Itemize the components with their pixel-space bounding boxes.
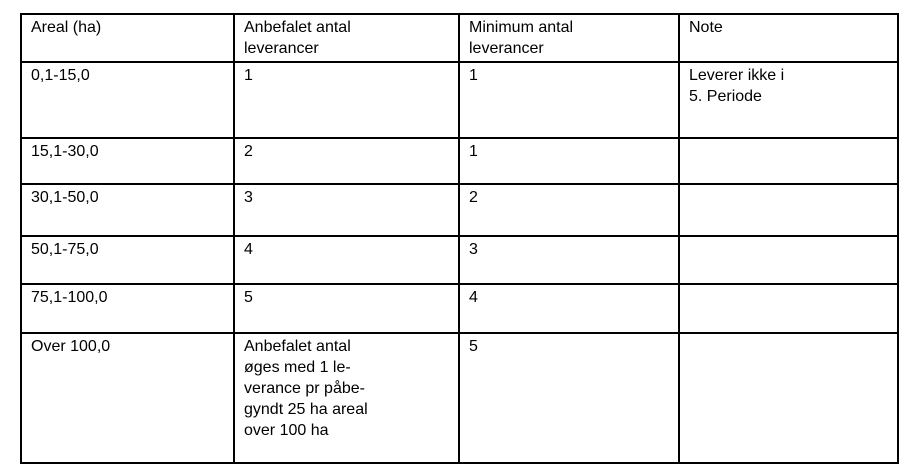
table-cell-minimum: 4: [458, 283, 680, 334]
table-cell-note: [678, 332, 899, 464]
table-row: 30,1-50,0 3 2: [20, 183, 899, 237]
leverancer-table: Areal (ha) Anbefalet antal leverancer Mi…: [20, 13, 899, 464]
table-cell-areal: 0,1-15,0: [20, 61, 235, 139]
table-cell-note: Leverer ikke i 5. Periode: [678, 61, 899, 139]
column-header-areal: Areal (ha): [20, 13, 235, 63]
table-cell-minimum: 1: [458, 137, 680, 185]
table-row: 15,1-30,0 2 1: [20, 137, 899, 185]
table-cell-minimum: 5: [458, 332, 680, 464]
table-cell-note: [678, 137, 899, 185]
table-row: 50,1-75,0 4 3: [20, 235, 899, 285]
table-cell-anbefalet: 1: [233, 61, 460, 139]
table-cell-note: [678, 183, 899, 237]
table-cell-minimum: 3: [458, 235, 680, 285]
table-cell-anbefalet: 5: [233, 283, 460, 334]
table-cell-note: [678, 283, 899, 334]
table-header-row: Areal (ha) Anbefalet antal leverancer Mi…: [20, 13, 899, 63]
table-cell-areal: 75,1-100,0: [20, 283, 235, 334]
table-cell-areal: 15,1-30,0: [20, 137, 235, 185]
table-row: 75,1-100,0 5 4: [20, 283, 899, 334]
table-cell-note: [678, 235, 899, 285]
table-cell-minimum: 2: [458, 183, 680, 237]
table-cell-anbefalet: 3: [233, 183, 460, 237]
table-cell-areal: 30,1-50,0: [20, 183, 235, 237]
table-cell-anbefalet: 4: [233, 235, 460, 285]
column-header-minimum-antal-leverancer: Minimum antal leverancer: [458, 13, 680, 63]
table-row: 0,1-15,0 1 1 Leverer ikke i 5. Periode: [20, 61, 899, 139]
table-cell-areal: Over 100,0: [20, 332, 235, 464]
table-cell-anbefalet: 2: [233, 137, 460, 185]
column-header-note: Note: [678, 13, 899, 63]
table-cell-anbefalet: Anbefalet antal øges med 1 le- verance p…: [233, 332, 460, 464]
table-row: Over 100,0 Anbefalet antal øges med 1 le…: [20, 332, 899, 464]
table-cell-minimum: 1: [458, 61, 680, 139]
column-header-anbefalet-antal-leverancer: Anbefalet antal leverancer: [233, 13, 460, 63]
table-cell-areal: 50,1-75,0: [20, 235, 235, 285]
